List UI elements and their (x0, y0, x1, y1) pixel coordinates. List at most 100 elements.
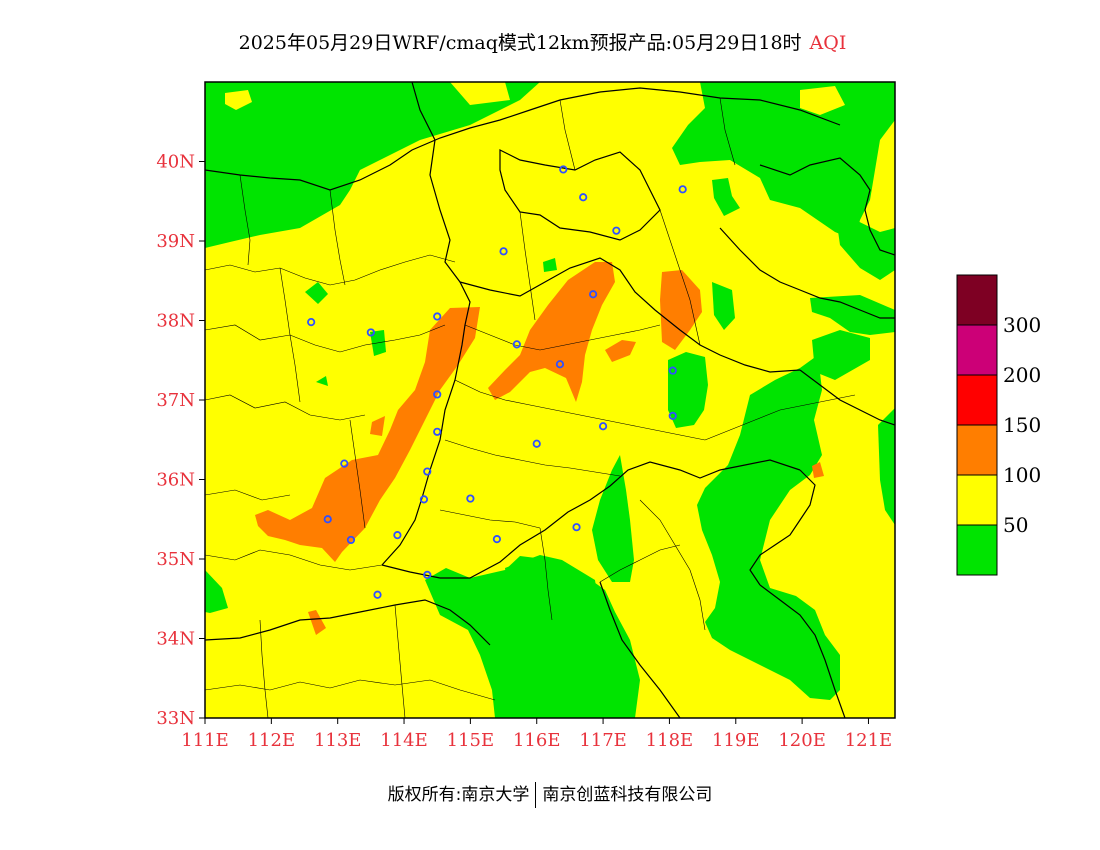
city-marker (423, 570, 432, 580)
county-lines-15 (329, 189, 346, 286)
city-marker (346, 535, 356, 545)
city-marker (433, 312, 442, 321)
legend-color-box (956, 374, 998, 426)
county-lines-12 (639, 499, 706, 631)
city-marker (612, 226, 621, 235)
good-region-shandong-east (878, 408, 895, 525)
lon-tick-label: 113E (314, 730, 362, 751)
usg-patch-small-2 (370, 416, 385, 436)
good-region-east-2 (812, 330, 870, 380)
legend-labels: 300 200 150 100 50 (1003, 313, 1041, 537)
aqi-legend: 300 200 150 100 50 (956, 274, 1041, 576)
city-markers (307, 165, 687, 599)
lon-tick-label: 119E (712, 730, 760, 751)
county-lines-10 (439, 509, 541, 529)
county-lines-16 (279, 267, 301, 403)
city-marker (419, 495, 429, 504)
province-boundaries (205, 82, 895, 718)
county-lines-20 (559, 99, 576, 171)
usg-patch-small-4 (812, 462, 824, 478)
county-lines-7 (464, 324, 661, 351)
boundary-coast (759, 157, 895, 256)
boundary-shandong-east (799, 369, 895, 426)
lat-tick-label: 34N (156, 629, 195, 650)
county-lines-6 (205, 679, 496, 701)
city-marker (366, 328, 375, 337)
usg-patch-east (660, 270, 702, 350)
lon-tick-label: 115E (447, 730, 495, 751)
lon-tick-label: 121E (845, 730, 893, 751)
legend-label: 50 (1003, 513, 1028, 537)
city-marker (512, 340, 521, 349)
good-region-west-edge (205, 570, 228, 613)
lat-tick-label: 40N (156, 152, 195, 173)
city-marker (492, 535, 502, 544)
city-marker (668, 411, 677, 420)
footer-right: 南京创蓝科技有限公司 (542, 785, 713, 805)
county-lines-18 (519, 211, 536, 321)
good-region-small-6 (712, 178, 740, 216)
county-lines-11 (539, 527, 553, 621)
lon-tick-label: 117E (579, 730, 627, 751)
good-region-northeast (672, 82, 895, 240)
legend-color-box (956, 474, 998, 526)
county-lines-22 (259, 619, 269, 718)
copyright-footer: 版权所有:南京大学 南京创蓝科技有限公司 (0, 780, 1100, 808)
usg-patch-small-3 (308, 610, 326, 635)
boundary-henan-shandong (381, 459, 801, 579)
city-marker (423, 467, 432, 476)
county-lines-1 (205, 254, 456, 286)
county-lines-24 (599, 544, 681, 583)
good-region-small-3 (316, 376, 328, 386)
legend-label: 150 (1003, 413, 1041, 437)
city-marker (572, 523, 581, 532)
lat-tick-label: 39N (156, 231, 195, 252)
map-plot-area (205, 82, 895, 718)
county-lines-13 (704, 394, 856, 441)
boundary-shandong-coast (749, 469, 816, 586)
boundary-north-hebei (205, 87, 841, 191)
usg-patch-small-1 (605, 340, 636, 362)
county-lines-4 (205, 489, 291, 501)
usg-band-central (488, 262, 615, 402)
city-marker (393, 531, 402, 540)
city-marker (532, 439, 541, 448)
county-lines-19 (659, 209, 701, 346)
moderate-island-north (225, 90, 252, 110)
county-lines-21 (719, 97, 736, 166)
city-marker (678, 185, 687, 194)
title-variable: AQI (809, 32, 847, 54)
usg-band-west (255, 307, 480, 562)
footer-left: 版权所有:南京大学 (387, 785, 530, 805)
good-region-shandong-strip (592, 455, 634, 582)
footer-separator (535, 782, 537, 808)
legend-color-boxes (956, 274, 998, 576)
lat-tick-label: 35N (156, 549, 195, 570)
city-marker (466, 494, 475, 503)
legend-color-box (956, 274, 998, 326)
county-lines-3 (205, 394, 366, 421)
latitude-axis: 40N 39N 38N 37N 36N 35N 34N 33N (156, 152, 205, 729)
county-lines-9 (444, 439, 621, 477)
good-region-small-1 (305, 282, 328, 304)
county-boundaries (205, 97, 856, 718)
good-region-coast (697, 355, 840, 700)
boundary-jiangsu-coast (759, 584, 846, 718)
legend-label: 300 (1003, 313, 1041, 337)
longitude-axis: 111E 112E 113E 114E 115E 116E 117E 118E 119E 120E… (181, 718, 892, 751)
good-region-small-5 (712, 282, 735, 330)
city-marker (433, 427, 442, 436)
city-marker (559, 165, 568, 174)
city-marker (373, 590, 382, 599)
title-main: 2025年05月29日WRF/cmaq模式12km预报产品:05月29日18时 (238, 32, 802, 54)
county-lines-5 (205, 549, 383, 571)
usg-aqi-regions (255, 262, 824, 635)
lat-tick-label: 33N (156, 708, 195, 729)
map-title: 2025年05月29日WRF/cmaq模式12km预报产品:05月29日18时 A… (0, 28, 1085, 55)
lat-tick-label: 38N (156, 311, 195, 332)
city-marker (579, 193, 588, 202)
city-marker (499, 247, 508, 256)
good-region-bohai (835, 210, 895, 280)
lat-tick-label: 37N (156, 390, 195, 411)
legend-label: 100 (1003, 463, 1041, 487)
